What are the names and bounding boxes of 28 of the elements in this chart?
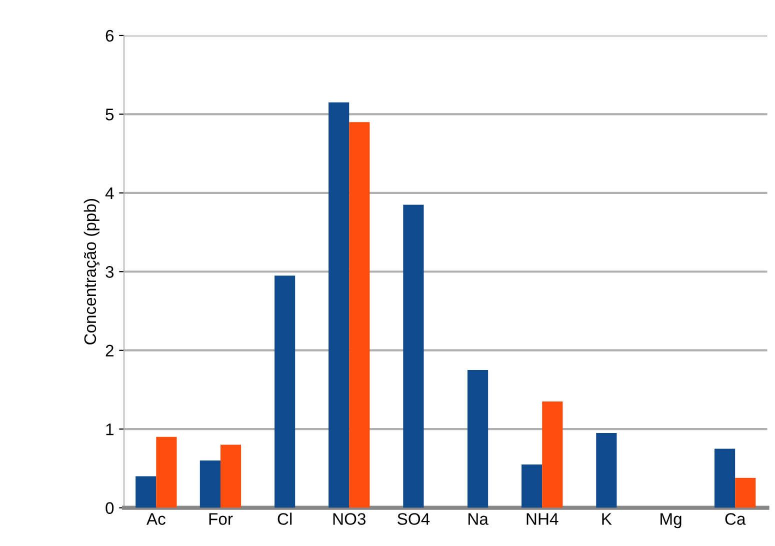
- y-tick-label: 0: [106, 502, 114, 514]
- y-tick-label: 5: [106, 108, 114, 120]
- x-tick-label: NO3: [333, 513, 366, 525]
- x-tick-label: Ca: [725, 513, 746, 525]
- x-tick-label: SO4: [398, 513, 430, 525]
- y-tick-label: 4: [105, 187, 114, 199]
- y-tick-label: 6: [106, 30, 114, 42]
- bar: [136, 476, 156, 508]
- bar: [220, 444, 242, 508]
- x-tick-label: K: [602, 513, 612, 525]
- y-axis-title: Concentração (ppb): [84, 199, 100, 344]
- bar: [735, 478, 756, 508]
- y-tick-label: 3: [106, 266, 114, 278]
- y-tick-label: 2: [106, 344, 114, 356]
- x-tick-label: Cl: [278, 512, 292, 525]
- bar: [200, 460, 220, 508]
- x-tick-label: Ac: [146, 513, 166, 525]
- bar: [522, 464, 542, 508]
- x-tick-label: For: [209, 513, 233, 525]
- y-tick-label: 1: [106, 424, 114, 436]
- x-tick-label: Mg: [660, 513, 682, 528]
- bar: [714, 448, 736, 508]
- bar: [328, 102, 350, 508]
- bar: [349, 122, 370, 508]
- bar: [156, 436, 177, 508]
- x-tick-label: Na: [468, 513, 488, 525]
- bar: [542, 402, 563, 508]
- x-tick-label: NH4: [526, 513, 558, 525]
